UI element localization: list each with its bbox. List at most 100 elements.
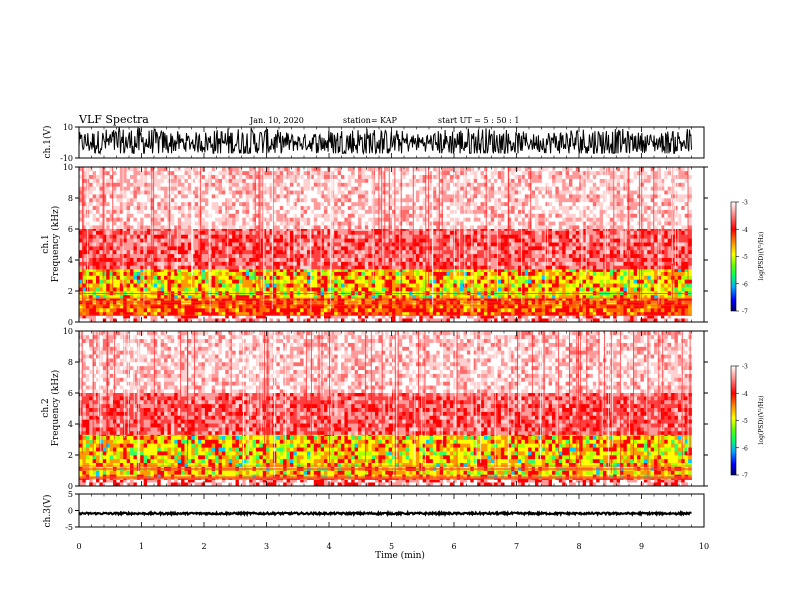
ch1-spectrogram-cell [89,194,94,199]
ch1-spectrogram-cell [473,170,478,176]
ch1-spectrogram-cell [174,242,179,247]
ch1-spectrogram-cell [358,205,362,210]
ch1-spectrogram-cell [147,308,151,313]
ch1-spectrogram-cell [368,178,373,183]
ch1-spectrogram-cell [272,201,277,207]
ch1-spectrogram-cell [439,213,444,218]
ch1-spectrogram-cell [436,269,441,272]
ch1-spectrogram-cell [218,249,223,255]
ch1-spectrogram-cell [92,275,97,280]
ch1-spectrogram-cell [371,318,376,323]
ch1-spectrogram-cell [252,230,257,235]
ch1-spectrogram-cell [412,249,417,255]
ch1-spectrogram-cell [334,287,339,292]
ch1-spectrogram-cell [344,167,349,172]
ch1-spectrogram-cell [181,170,185,176]
ch1-spectrogram-cell [218,205,223,210]
ch1-spectrogram-cell [177,294,182,300]
ch1-spectrogram-cell [402,229,407,231]
ch1-spectrogram-cell [460,318,464,323]
ch1-spectrogram-cell [201,271,206,276]
ch1-spectrogram-cell [160,249,165,255]
ch1-spectrogram-cell [204,190,209,195]
ch1-spectrogram-cell [276,198,281,203]
ch1-spectrogram-cell [238,246,243,251]
ch1-spectrogram-cell [82,308,87,313]
ch1-spectrogram-cell [249,194,253,199]
ch1-spectrogram-cell [429,242,434,247]
ch1-spectrogram-cell [436,167,441,172]
ch1-spectrogram-cell [392,230,396,235]
ch1-spectrogram-cell [272,261,277,266]
ch1-spectrogram-cell [453,225,458,230]
ch1-spectrogram-cell [133,269,138,272]
ch1-spectrogram-cell [279,174,284,179]
ch1-spectrogram-cell [320,287,325,292]
ch1-spectrogram-cell [215,170,219,176]
ch1-spectrogram-cell [358,167,362,172]
ch1-spectrogram-cell [102,298,107,301]
ch1-spectrogram-cell [402,230,407,235]
ch1-spectrogram-cell [201,238,206,243]
ch1-spectrogram-cell [460,287,464,292]
ch1-spectrogram-cell [419,265,424,270]
ch1-spectrogram-cell [436,213,441,218]
ch1-spectrogram-cell [272,230,277,235]
ch1-spectrogram-cell [235,257,240,262]
ch1-spectrogram-cell [337,261,342,266]
ch1-spectrogram-cell [262,205,267,210]
ch1-spectrogram-cell [412,298,417,301]
ch1-spectrogram-cell [296,225,301,230]
ch1-spectrogram-cell [184,261,189,266]
ch1-spectrogram-cell [218,253,223,258]
ch1-spectrogram-cell [473,190,478,195]
ch1-spectrogram-cell [232,242,236,247]
ch1-spectrogram-cell [286,311,291,317]
ch1-spectrogram-cell [269,217,274,222]
ch1-spectrogram-cell [473,304,478,309]
ch1-spectrogram-cell [181,198,185,203]
ch1-spectrogram-cell [347,217,352,222]
ch1-spectrogram-cell [221,308,226,313]
ch1-spectrogram-cell [126,311,131,317]
ch1-spectrogram-cell [259,315,264,319]
ch1-spectrogram-cell [341,178,345,183]
ch1-spectrogram-cell [405,238,410,243]
ch1-spectrogram-cell [415,198,420,203]
ch1-spectrogram-cell [130,283,134,288]
ch1-spectrogram-cell [392,283,396,288]
ch1-spectrogram-cell [449,178,454,183]
ch1-spectrogram-cell [164,265,168,270]
ch1-spectrogram-cell [303,178,308,183]
ch1-spectrogram-cell [245,209,250,214]
ch1-spectrogram-cell [109,261,114,266]
ch1-spectrogram-cell [204,265,209,270]
ch1-spectrogram-cell [269,261,274,266]
ch1-spectrogram-cell [259,186,264,191]
ch1-spectrogram-cell [92,167,97,172]
ch1-spectrogram-cell [392,249,396,255]
ch1-spectrogram-cell [174,271,179,276]
ch1-spectrogram-cell [249,213,253,218]
ch1-spectrogram-cell [432,315,437,319]
ch1-spectrogram-cell [429,294,434,300]
ch1-spectrogram-cell [473,186,478,191]
ch1-spectrogram-cell [160,186,165,191]
ch1-spectrogram-cell [79,257,83,262]
ch1-spectrogram-cell [429,261,434,266]
ch1-spectrogram-cell [89,217,94,222]
ch1-spectrogram-cell [255,229,260,231]
ch1-spectrogram-cell [204,178,209,183]
ch1-spectrogram-cell [296,249,301,255]
ch1-spectrogram-cell [330,294,335,300]
ch1-spectrogram-cell [334,249,339,255]
ch1-spectrogram-cell [317,246,321,251]
ch1-spectrogram-cell [344,182,349,187]
ch1-spectrogram-cell [116,265,121,270]
ch1-spectrogram-cell [116,315,121,319]
ch1-spectrogram-cell [429,225,434,230]
ch1-spectrogram-cell [422,209,427,214]
ch1-spectrogram-cell [337,221,342,226]
ch1-spectrogram-cell [164,304,168,309]
ch1-spectrogram-cell [147,217,151,222]
